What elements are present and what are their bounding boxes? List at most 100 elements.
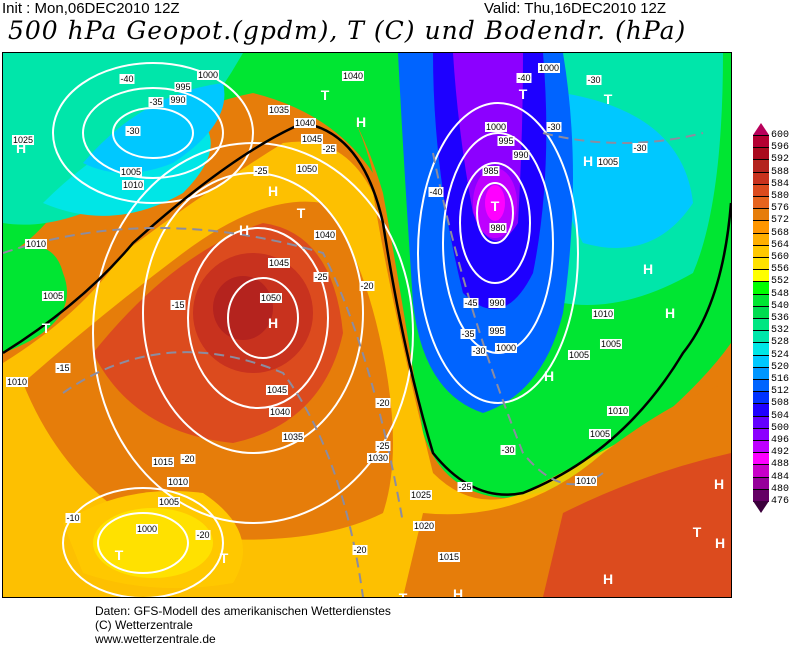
isobar-label: 1045	[267, 258, 291, 268]
legend-swatch	[753, 135, 769, 148]
legend-label: 552	[771, 276, 790, 288]
legend-swatch	[753, 354, 769, 368]
isotherm-label: -10	[65, 513, 81, 523]
legend-label: 576	[771, 203, 790, 215]
isobar-label: 1010	[121, 180, 145, 190]
isobar-label: 1010	[24, 239, 48, 249]
legend-label: 532	[771, 325, 790, 337]
pressure-center-marker: T	[296, 205, 306, 221]
isobar-label: 990	[512, 150, 530, 160]
legend-label: 492	[771, 447, 790, 459]
isobar-label: 1010	[5, 377, 29, 387]
isobar-label: 1035	[281, 432, 305, 442]
pressure-center-marker: H	[267, 315, 279, 331]
isotherm-label: -15	[170, 300, 186, 310]
weather-map: 1000 995 990 1005 1010 1010 1005 1010 1025 1040 10…	[2, 52, 732, 598]
legend-swatch	[753, 318, 769, 331]
valid-time: Valid: Thu,16DEC2010 12Z	[484, 0, 667, 17]
isobar-label: 1025	[11, 135, 35, 145]
legend-swatch	[753, 196, 769, 209]
isotherm-label: -35	[148, 97, 164, 107]
footer-copyright: (C) Wetterzentrale	[95, 618, 193, 632]
legend-label: 560	[771, 252, 790, 263]
legend-swatch	[753, 208, 769, 222]
isotherm-label: -30	[632, 143, 648, 153]
pressure-center-marker: H	[714, 535, 726, 551]
isobar-label: 995	[174, 82, 192, 92]
isobar-label: 1015	[151, 457, 175, 467]
isotherm-label: -25	[375, 441, 391, 451]
isotherm-label: -20	[180, 454, 196, 464]
isotherm-label: -15	[55, 363, 71, 373]
pressure-center-marker: H	[355, 114, 367, 130]
isobar-label: 1020	[412, 521, 436, 531]
isobar-label: 990	[488, 298, 506, 308]
legend-label: 536	[771, 313, 790, 324]
legend-swatch	[753, 464, 769, 478]
isotherm-label: -20	[352, 545, 368, 555]
legend-swatch	[753, 147, 769, 161]
isotherm-label: -25	[321, 144, 337, 154]
pressure-center-marker: H	[543, 368, 555, 384]
legend-label: 476	[771, 496, 790, 507]
legend-swatch	[753, 366, 769, 380]
isobar-label: 985	[482, 166, 500, 176]
legend-label: 600	[771, 130, 790, 141]
legend-swatch	[753, 171, 769, 185]
legend-label: 488	[771, 459, 790, 471]
legend-label: 524	[771, 349, 790, 361]
isotherm-label: -25	[253, 166, 269, 176]
init-time: Init : Mon,06DEC2010 12Z	[2, 0, 180, 17]
isobar-label: 1005	[567, 350, 591, 360]
legend-label: 496	[771, 435, 790, 446]
pressure-center-marker: H	[452, 586, 464, 598]
isobar-label: 995	[497, 136, 515, 146]
legend-swatch	[753, 244, 769, 258]
pressure-center-marker: H	[642, 261, 654, 277]
isotherm-label: -30	[546, 122, 562, 132]
pressure-center-marker: T	[219, 550, 229, 566]
legend-swatch	[753, 476, 769, 490]
legend-swatch	[753, 232, 769, 246]
isobar-label: 995	[488, 326, 506, 336]
pressure-center-marker: H	[582, 153, 594, 169]
isobar-label: 1005	[119, 167, 143, 177]
legend-arrow	[753, 123, 769, 135]
isobar-label: 1035	[267, 105, 291, 115]
isotherm-label: -20	[359, 281, 375, 291]
isotherm-label: -20	[375, 398, 391, 408]
isotherm-label: -40	[428, 187, 444, 197]
legend-label: 504	[771, 410, 790, 422]
pressure-center-marker: T	[692, 524, 702, 540]
legend-swatch	[753, 330, 769, 344]
isobar-label: 980	[489, 223, 507, 233]
isobar-label: 1045	[300, 134, 324, 144]
legend-swatch	[753, 415, 769, 429]
isobar-label: 1030	[366, 453, 390, 463]
pressure-center-marker: T	[398, 590, 408, 598]
legend-swatch	[753, 257, 769, 270]
legend-label: 500	[771, 422, 790, 434]
pressure-center-marker: H	[713, 476, 725, 492]
isobar-label: 1005	[599, 339, 623, 349]
isobar-label: 1005	[596, 157, 620, 167]
isotherm-label: -35	[460, 329, 476, 339]
legend-label: 512	[771, 386, 790, 398]
legend-swatch	[753, 427, 769, 441]
isobar-label: 1040	[268, 407, 292, 417]
isotherm-label: -30	[125, 126, 141, 136]
legend-label: 508	[771, 398, 790, 410]
isobar-label: 1000	[494, 343, 518, 353]
isobar-label: 1050	[259, 293, 283, 303]
legend-swatch	[753, 342, 769, 356]
legend-swatch	[753, 452, 769, 466]
isobar-label: 1000	[135, 524, 159, 534]
pressure-center-marker: T	[518, 86, 528, 102]
pressure-center-marker: T	[114, 547, 124, 563]
pressure-center-marker: H	[664, 305, 676, 321]
isotherm-label: -30	[586, 75, 602, 85]
isotherm-label: -30	[500, 445, 516, 455]
isobar-label: 1015	[437, 552, 461, 562]
isobar-label: 990	[169, 95, 187, 105]
footer-data-source: Daten: GFS-Modell des amerikanischen Wet…	[95, 604, 391, 618]
